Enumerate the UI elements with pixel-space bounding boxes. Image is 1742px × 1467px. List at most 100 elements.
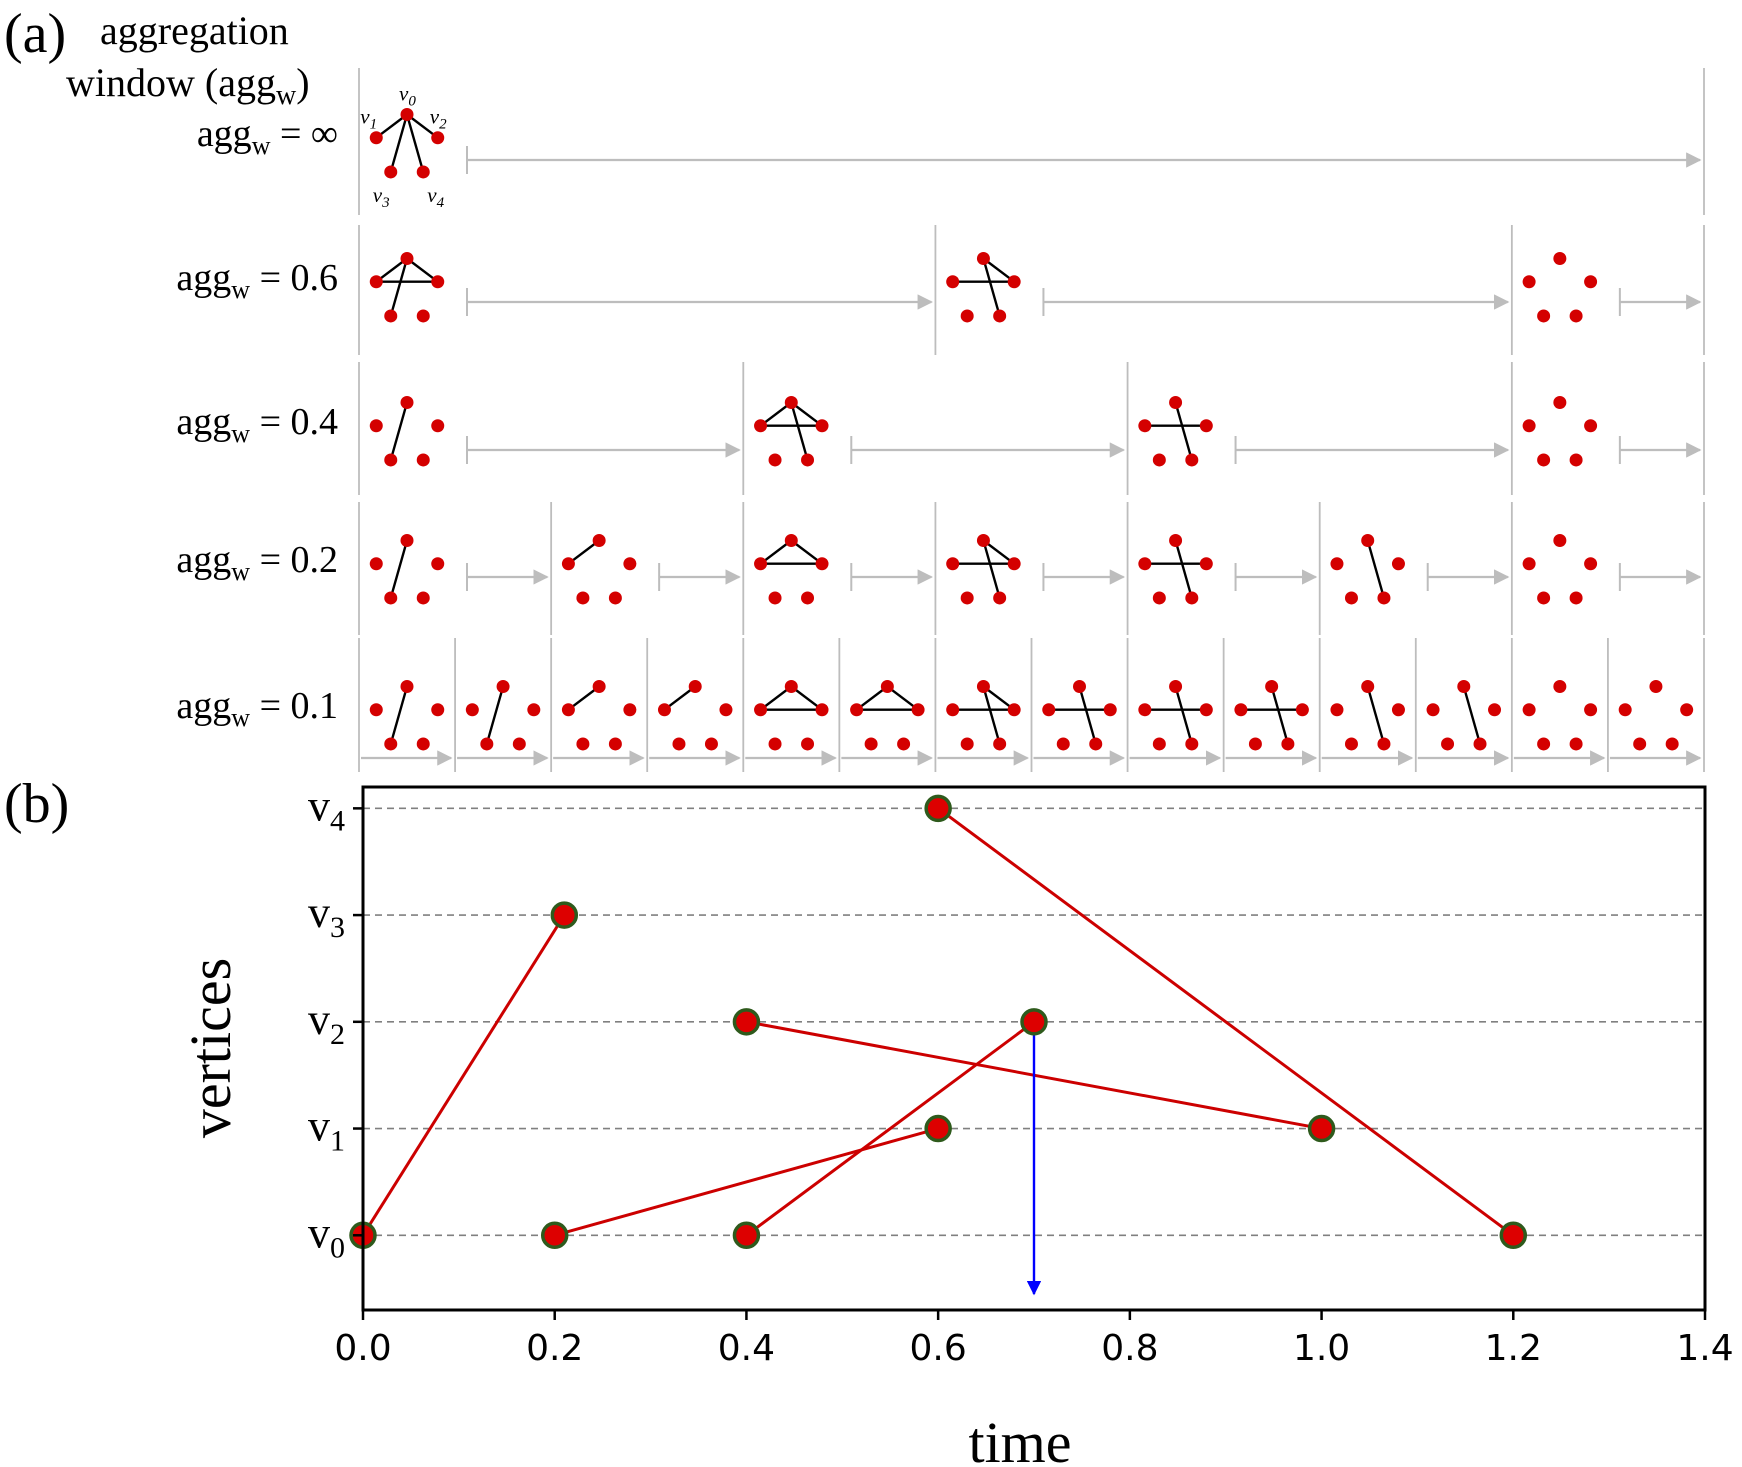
graph-node-v0: [400, 396, 414, 410]
graph-node-v1: [1138, 419, 1152, 433]
graph-node-v2: [1680, 703, 1694, 717]
graph-edge: [405, 114, 425, 173]
x-tick-label: 0.6: [910, 1328, 967, 1369]
graph-node-v0: [1553, 252, 1567, 266]
graph-node-v3: [768, 737, 782, 751]
x-tick-label: 0.2: [526, 1328, 583, 1369]
graph-node-v2: [431, 419, 445, 433]
graph-node-v3: [480, 737, 494, 751]
graph-edge: [982, 686, 1001, 745]
graph-node-v4: [993, 309, 1007, 323]
graph-node-v3: [576, 737, 590, 751]
graph-node-v3: [960, 737, 974, 751]
row-label: aggw = 0.2: [176, 539, 338, 586]
graph-node-v2: [1584, 419, 1598, 433]
graph-node-v0: [1553, 680, 1567, 694]
graph-node-v2: [1007, 703, 1021, 717]
graph-node-v0: [400, 252, 414, 266]
graph-node-v4: [1569, 453, 1583, 467]
graph-node-v0: [1553, 396, 1567, 410]
graph-node-v2: [1199, 419, 1213, 433]
graph-node-v4: [897, 737, 911, 751]
graph-node-v0: [1169, 534, 1183, 548]
graph-node-v3: [384, 309, 398, 323]
graph-node-v1: [465, 703, 479, 717]
graph-node-v4: [1569, 737, 1583, 751]
graph-node-v0: [1649, 680, 1663, 694]
graph-node-v2: [1391, 703, 1405, 717]
graph-edge: [485, 686, 505, 745]
graph-node-v4: [1185, 453, 1199, 467]
graph-node-v0: [784, 680, 798, 694]
contact-point: [1499, 1221, 1528, 1250]
graph-node-v3: [960, 591, 974, 605]
y-ticks: v0 v1 v2 v3 v4: [308, 781, 363, 1264]
graph-node-v4: [801, 737, 815, 751]
node-label-v3: v3: [373, 183, 390, 211]
aggregation-header-line2: window (aggw): [66, 60, 310, 111]
graph-node-v4: [608, 737, 622, 751]
aggregation-row: aggw = 0.1: [176, 638, 1705, 772]
node-label-v0: v0: [399, 82, 416, 110]
graph-node-v2: [431, 557, 445, 571]
graph-node-v2: [1199, 557, 1213, 571]
row-label: aggw = 0.6: [176, 257, 338, 304]
graph-node-v4: [416, 737, 430, 751]
plot-frame: [361, 785, 1707, 1312]
graph-node-v1: [1138, 703, 1152, 717]
x-tick-label: 0.8: [1101, 1328, 1158, 1369]
graph-node-v3: [384, 591, 398, 605]
graph-node-v4: [801, 591, 815, 605]
y-tick-label: v0: [308, 1208, 345, 1264]
x-tick-label: 1.4: [1676, 1328, 1733, 1369]
temporal-network-chart: 0.0 0.2 0.4 0.6 0.8 1.0 1.2 1.4 v0 v1 v2 v3 v4 time…: [178, 781, 1734, 1467]
graph-node-v1: [369, 703, 383, 717]
graph-node-v0: [1361, 680, 1375, 694]
row-label: aggw = 0.1: [176, 685, 338, 732]
panel-a-label: (a): [4, 3, 66, 65]
graph-node-v0: [400, 108, 414, 122]
graph-edge: [1462, 686, 1482, 745]
graph-node-v4: [1377, 737, 1391, 751]
contact-point: [732, 1008, 761, 1036]
aggregation-header-line1: aggregation: [100, 8, 289, 53]
graph-edge: [790, 402, 809, 461]
graph-node-v4: [1185, 737, 1199, 751]
graph-node-v2: [815, 557, 829, 571]
graph-node-v1: [1522, 419, 1536, 433]
graph-node-v3: [1537, 591, 1551, 605]
y-tick-label: v4: [308, 781, 345, 837]
graph-node-v4: [1185, 591, 1199, 605]
contact-point: [732, 1221, 761, 1250]
contact-point: [924, 794, 952, 823]
contact-point: [924, 1114, 952, 1143]
graph-node-v2: [431, 703, 445, 717]
graph-edge: [1366, 540, 1386, 599]
graph-node-v4: [1089, 737, 1103, 751]
graph-node-v3: [1152, 737, 1166, 751]
graph-node-v3: [1537, 737, 1551, 751]
graph-node-v2: [911, 703, 925, 717]
graph-node-v0: [976, 252, 990, 266]
graph-node-v1: [754, 703, 768, 717]
graph-node-v1: [1522, 703, 1536, 717]
graph-node-v1: [754, 557, 768, 571]
graph-node-v0: [976, 680, 990, 694]
graph-node-v4: [801, 453, 815, 467]
y-tick-label: v1: [308, 1102, 345, 1158]
graph-node-v3: [1152, 591, 1166, 605]
aggregation-row: aggw = 0.4: [176, 362, 1705, 495]
graph-node-v3: [1344, 591, 1358, 605]
graph-node-v0: [784, 534, 798, 548]
graph-node-v3: [864, 737, 878, 751]
graph-node-v2: [431, 131, 445, 145]
contact-line: [745, 1020, 1035, 1237]
graph-node-v2: [1584, 275, 1598, 289]
graph-node-v1: [561, 557, 575, 571]
graph-edge: [1174, 686, 1193, 745]
aggregation-row: aggw = 0.6: [176, 225, 1705, 355]
graph-edge: [389, 258, 409, 317]
contact-point: [550, 901, 579, 929]
aggregation-rows: aggw = ∞ v0 v1 v2 v3 v4 aggw = 0.6 aggw = 0.4 ag…: [176, 68, 1705, 772]
